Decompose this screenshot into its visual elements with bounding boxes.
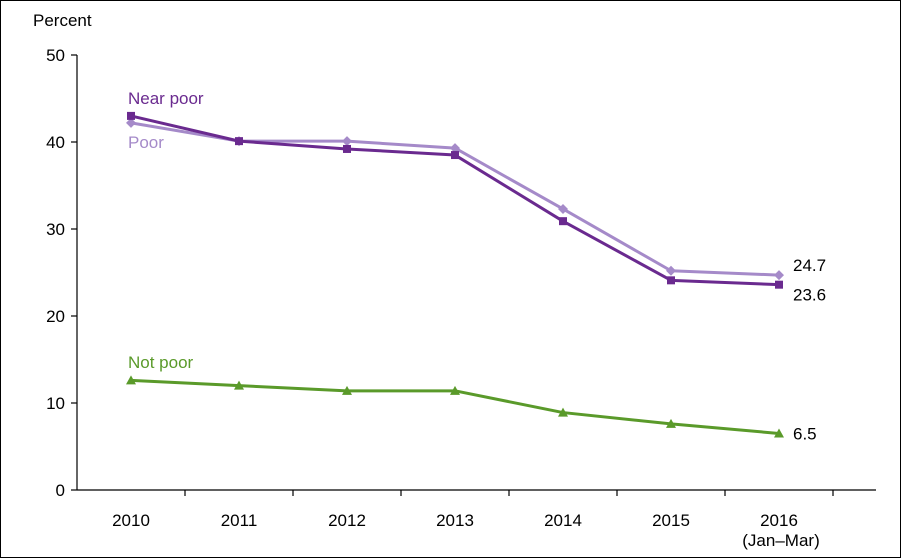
x-tick-label: 2010 <box>112 511 150 530</box>
data-point-triangle <box>342 385 352 395</box>
y-tick-label: 50 <box>46 46 65 65</box>
data-point-triangle <box>774 428 784 438</box>
data-point-triangle <box>450 385 460 395</box>
data-point-square <box>451 151 459 160</box>
y-tick-label: 30 <box>46 220 65 239</box>
end-value-label: 24.7 <box>793 256 826 275</box>
data-point-diamond <box>666 265 676 276</box>
data-point-square <box>127 111 135 120</box>
data-point-diamond <box>450 143 460 154</box>
y-tick-label: 10 <box>46 394 65 413</box>
data-point-square <box>235 137 243 146</box>
data-point-square <box>667 276 675 285</box>
data-point-diamond <box>342 136 352 147</box>
x-tick-label: 2011 <box>221 511 258 530</box>
data-point-square <box>559 217 567 226</box>
end-value-label: 6.5 <box>793 424 817 443</box>
series-line-1 <box>130 114 780 287</box>
data-point-diamond <box>126 117 136 128</box>
x-tick-label: 2015 <box>652 511 690 530</box>
x-tick-label: 2012 <box>328 511 366 530</box>
labels-layer: 24.7 23.6 6.5 Poor Near poor Not poor <box>128 89 826 443</box>
data-point-triangle <box>558 407 568 417</box>
data-point-square <box>343 144 351 153</box>
data-point-triangle <box>126 375 136 385</box>
y-axis-title: Percent <box>33 11 92 30</box>
data-point-diamond <box>774 270 784 281</box>
data-point-diamond <box>558 203 568 214</box>
series-name-label: Poor <box>128 133 164 152</box>
data-point-triangle <box>234 380 244 390</box>
series-layer <box>126 111 784 438</box>
x-tick-label: 2014 <box>544 511 582 530</box>
data-point-triangle <box>666 418 676 428</box>
y-tick-label: 20 <box>46 307 65 326</box>
data-point-square <box>775 280 783 289</box>
axes: 0 10 20 30 40 50 Percent 2010 2011 2012 2013 2014 20… <box>33 11 876 550</box>
end-value-label: 23.6 <box>793 286 826 305</box>
y-tick-label: 0 <box>56 481 65 500</box>
y-tick-label: 40 <box>46 133 65 152</box>
x-tick-sublabel: (Jan–Mar) <box>742 531 819 550</box>
x-tick-label: 2013 <box>436 511 474 530</box>
series-name-label: Near poor <box>128 89 204 108</box>
x-tick-label: 2016 <box>760 511 798 530</box>
series-name-label: Not poor <box>128 353 194 372</box>
